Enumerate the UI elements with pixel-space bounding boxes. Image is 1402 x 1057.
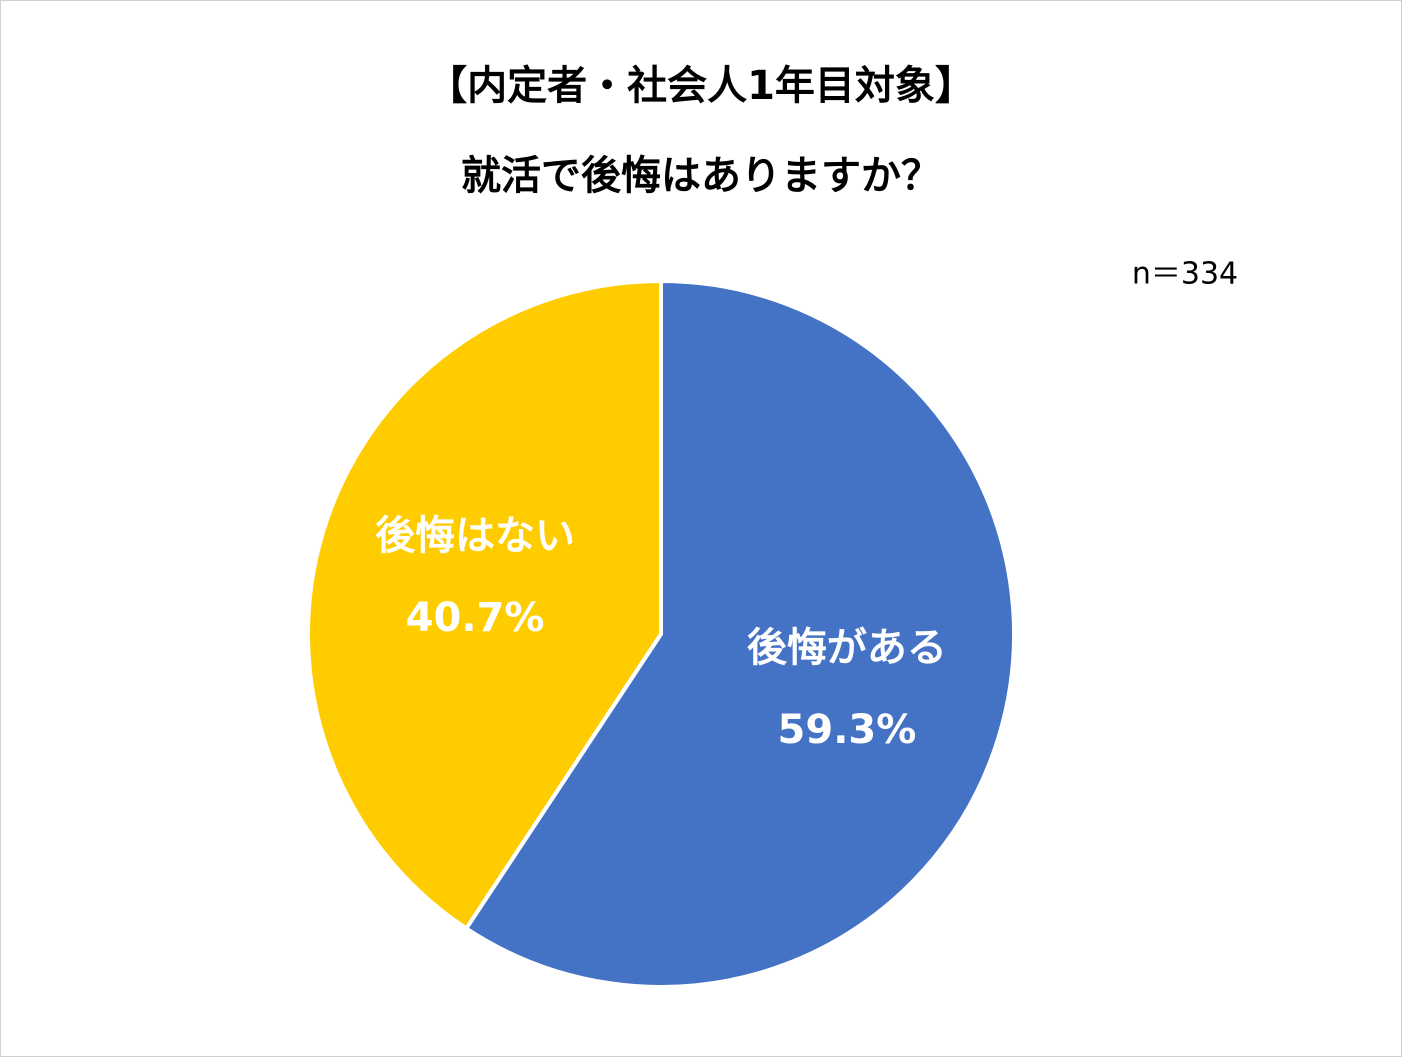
pie-slice <box>306 278 663 932</box>
slice-value: 59.3% <box>778 707 917 753</box>
slice-value: 40.7% <box>406 595 545 641</box>
chart-title: 【内定者・社会人1年目対象】 <box>427 63 975 109</box>
slice-category: 後悔がある <box>747 625 947 671</box>
pie-slice <box>463 278 1016 989</box>
slice-category: 後悔はない <box>375 513 575 559</box>
chart-subtitle: 就活で後悔はありますか？ <box>461 153 941 199</box>
sample-size: n＝334 <box>1132 257 1238 292</box>
